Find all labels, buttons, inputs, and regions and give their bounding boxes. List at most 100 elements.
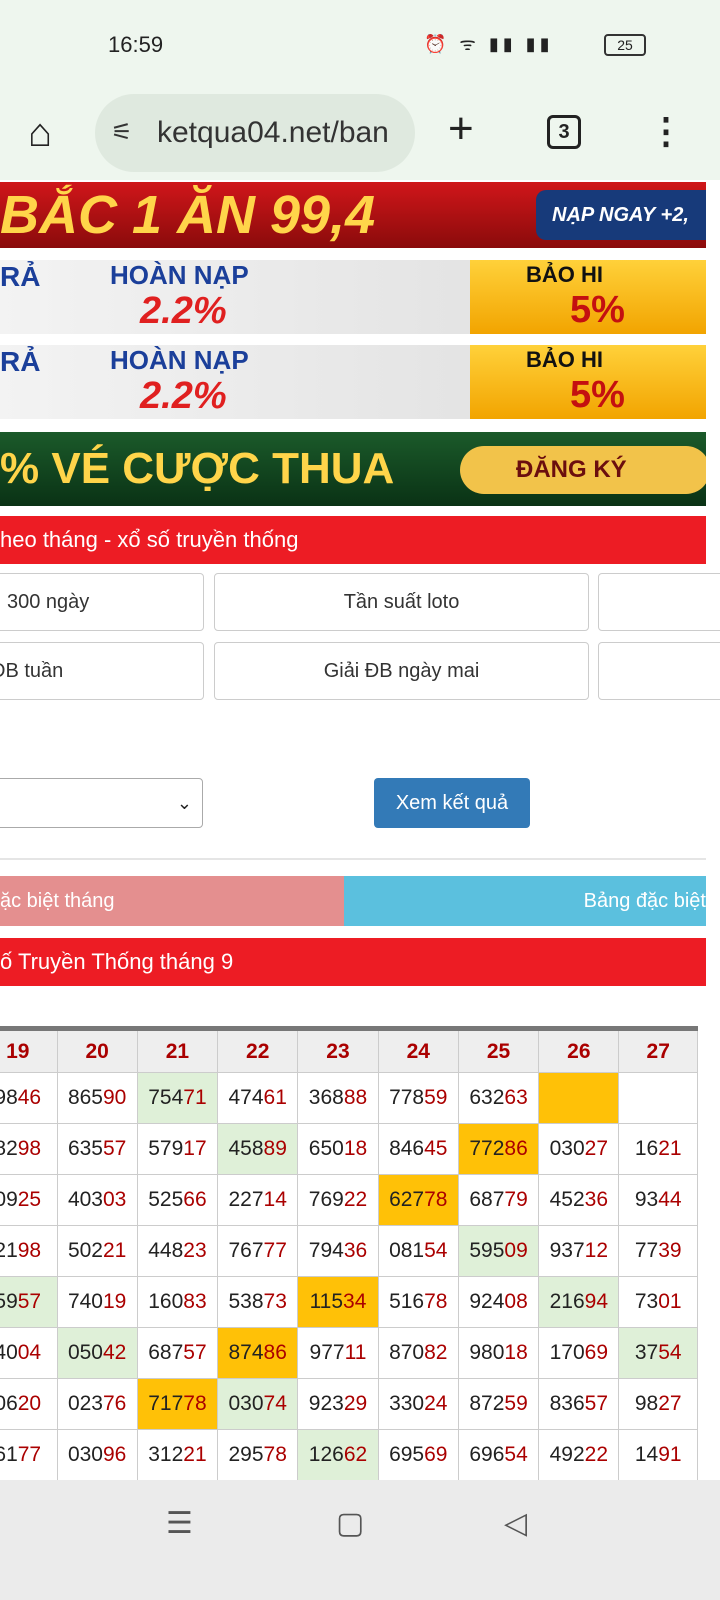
result-cell: 84645 xyxy=(377,1123,459,1175)
btn-db-week[interactable]: ĐB tuần xyxy=(0,642,204,700)
result-cell: 63557 xyxy=(56,1123,138,1175)
banner-text: BẮC 1 ĂN 99,4 xyxy=(0,185,376,245)
banner-title: HOÀN NẠP xyxy=(110,345,249,375)
result-cell: 45236 xyxy=(538,1174,620,1226)
result-cell: 53873 xyxy=(217,1276,299,1328)
banner-value: 2.2% xyxy=(140,290,227,332)
result-cell: 11534 xyxy=(297,1276,379,1328)
result-cell: 9344 xyxy=(618,1174,698,1226)
recent-apps-icon[interactable]: ☰ xyxy=(166,1507,193,1540)
result-cell xyxy=(618,1072,698,1124)
chevron-down-icon: ⌄ xyxy=(176,793,192,813)
address-bar[interactable]: ⚟ ketqua04.net/ban xyxy=(95,94,415,172)
result-cell: 79436 xyxy=(297,1225,379,1277)
column-header: 27 xyxy=(618,1028,698,1073)
result-cell: 87082 xyxy=(377,1327,459,1379)
ad-banner-3[interactable]: RẢ HOÀN NẠP 2.2% BẢO HI 5% xyxy=(0,345,706,419)
month-select[interactable]: ⌄ xyxy=(0,778,203,828)
status-bar: 16:59 ⏰ ᯤ ▮▮ ▮▮ 25 xyxy=(0,0,720,88)
result-cell: 44823 xyxy=(136,1225,219,1277)
result-cell: 71778 xyxy=(136,1378,219,1430)
result-cell: 68757 xyxy=(136,1327,219,1379)
result-cell: 22714 xyxy=(217,1174,299,1226)
table-row: 4004 05042 68757 87486 97711 87082 98018 17069 3… xyxy=(0,1327,698,1379)
result-cell: 83657 xyxy=(538,1378,620,1430)
result-cell: 92408 xyxy=(457,1276,540,1328)
result-cell: 59509 xyxy=(457,1225,540,1277)
btn-300-days[interactable]: 300 ngày xyxy=(0,573,204,631)
banner-cta: NẠP NGAY +2, xyxy=(536,190,706,240)
result-cell: 87259 xyxy=(457,1378,540,1430)
result-cell: 62778 xyxy=(377,1174,459,1226)
result-cell: 76777 xyxy=(217,1225,299,1277)
result-cell: 51678 xyxy=(377,1276,459,1328)
banner-side-value: 5% xyxy=(570,289,625,331)
result-cell: 03096 xyxy=(56,1429,138,1481)
table-row: 6177 03096 31221 29578 12662 69569 69654 49222 1… xyxy=(0,1429,698,1481)
result-cell: 97711 xyxy=(297,1327,379,1379)
home-icon[interactable]: ⌂ xyxy=(28,111,53,155)
btn-db-tomorrow[interactable]: Giải ĐB ngày mai xyxy=(214,642,589,700)
result-cell: 7301 xyxy=(618,1276,698,1328)
result-cell: 68779 xyxy=(457,1174,540,1226)
result-cell: 63263 xyxy=(457,1072,540,1124)
result-cell: 76922 xyxy=(297,1174,379,1226)
result-cell: 4004 xyxy=(0,1327,58,1379)
result-cell: 9827 xyxy=(618,1378,698,1430)
header-row: 19 20 21 22 23 24 25 26 27 xyxy=(0,1028,698,1073)
result-cell: 57917 xyxy=(136,1123,219,1175)
result-cell: 16083 xyxy=(136,1276,219,1328)
column-header: 26 xyxy=(538,1028,620,1073)
result-cell: 45889 xyxy=(217,1123,299,1175)
clock: 16:59 xyxy=(108,32,164,57)
result-cell: 03027 xyxy=(538,1123,620,1175)
tab-special-month[interactable]: ặc biệt tháng xyxy=(0,876,344,926)
result-cell: 49222 xyxy=(538,1429,620,1481)
battery-icon: 25 xyxy=(604,34,646,56)
new-tab-icon[interactable]: + xyxy=(448,104,474,153)
android-nav-bar: ☰ ▢ ◁ xyxy=(0,1480,720,1600)
result-cell: 52566 xyxy=(136,1174,219,1226)
result-cell: 0925 xyxy=(0,1174,58,1226)
tab-special-table[interactable]: Bảng đặc biệt xyxy=(344,876,706,926)
back-icon[interactable]: ◁ xyxy=(504,1507,528,1540)
result-cell: 12662 xyxy=(297,1429,379,1481)
column-header: 24 xyxy=(377,1028,459,1073)
result-cell: 93712 xyxy=(538,1225,620,1277)
banner-title: HOÀN NẠP xyxy=(110,260,249,290)
table-row: 9846 86590 75471 47461 36888 77859 63263 xyxy=(0,1072,698,1124)
result-cell: 0620 xyxy=(0,1378,58,1430)
btn-more-2[interactable] xyxy=(598,642,720,700)
more-menu-icon[interactable]: ⋮ xyxy=(648,110,684,151)
table-row: 8298 63557 57917 45889 65018 84645 77286 03027 1… xyxy=(0,1123,698,1175)
result-cell: 50221 xyxy=(56,1225,138,1277)
result-cell: 75471 xyxy=(136,1072,219,1124)
column-header: 21 xyxy=(136,1028,219,1073)
column-header: 19 xyxy=(0,1028,58,1073)
column-header: 25 xyxy=(457,1028,540,1073)
home-nav-icon[interactable]: ▢ xyxy=(336,1507,365,1540)
banner-side-value: 5% xyxy=(570,374,625,416)
result-cell: 98018 xyxy=(457,1327,540,1379)
btn-more-1[interactable] xyxy=(598,573,720,631)
banner-left: RẢ xyxy=(0,346,41,377)
column-header: 23 xyxy=(297,1028,379,1073)
result-cell: 74019 xyxy=(56,1276,138,1328)
ad-banner-2[interactable]: RẢ HOÀN NẠP 2.2% BẢO HI 5% xyxy=(0,260,706,334)
result-cell: 31221 xyxy=(136,1429,219,1481)
result-cell: 2198 xyxy=(0,1225,58,1277)
result-cell: 40303 xyxy=(56,1174,138,1226)
tab-switcher-button[interactable]: 3 xyxy=(547,115,581,149)
view-results-button[interactable]: Xem kết quả xyxy=(374,778,530,828)
result-cell: 36888 xyxy=(297,1072,379,1124)
status-icons: ⏰ ᯤ ▮▮ ▮▮ xyxy=(424,34,554,54)
btn-loto-frequency[interactable]: Tần suất loto xyxy=(214,573,589,631)
banner-value: 2.2% xyxy=(140,375,227,417)
ad-banner-1[interactable]: BẮC 1 ĂN 99,4 NẠP NGAY +2, xyxy=(0,182,706,248)
result-cell: 03074 xyxy=(217,1378,299,1430)
site-settings-icon[interactable]: ⚟ xyxy=(111,119,133,146)
result-cell: 7739 xyxy=(618,1225,698,1277)
banner-cta: ĐĂNG KÝ xyxy=(460,446,706,494)
result-cell: 69654 xyxy=(457,1429,540,1481)
ad-banner-4[interactable]: % VÉ CƯỢC THUA ĐĂNG KÝ xyxy=(0,432,706,506)
